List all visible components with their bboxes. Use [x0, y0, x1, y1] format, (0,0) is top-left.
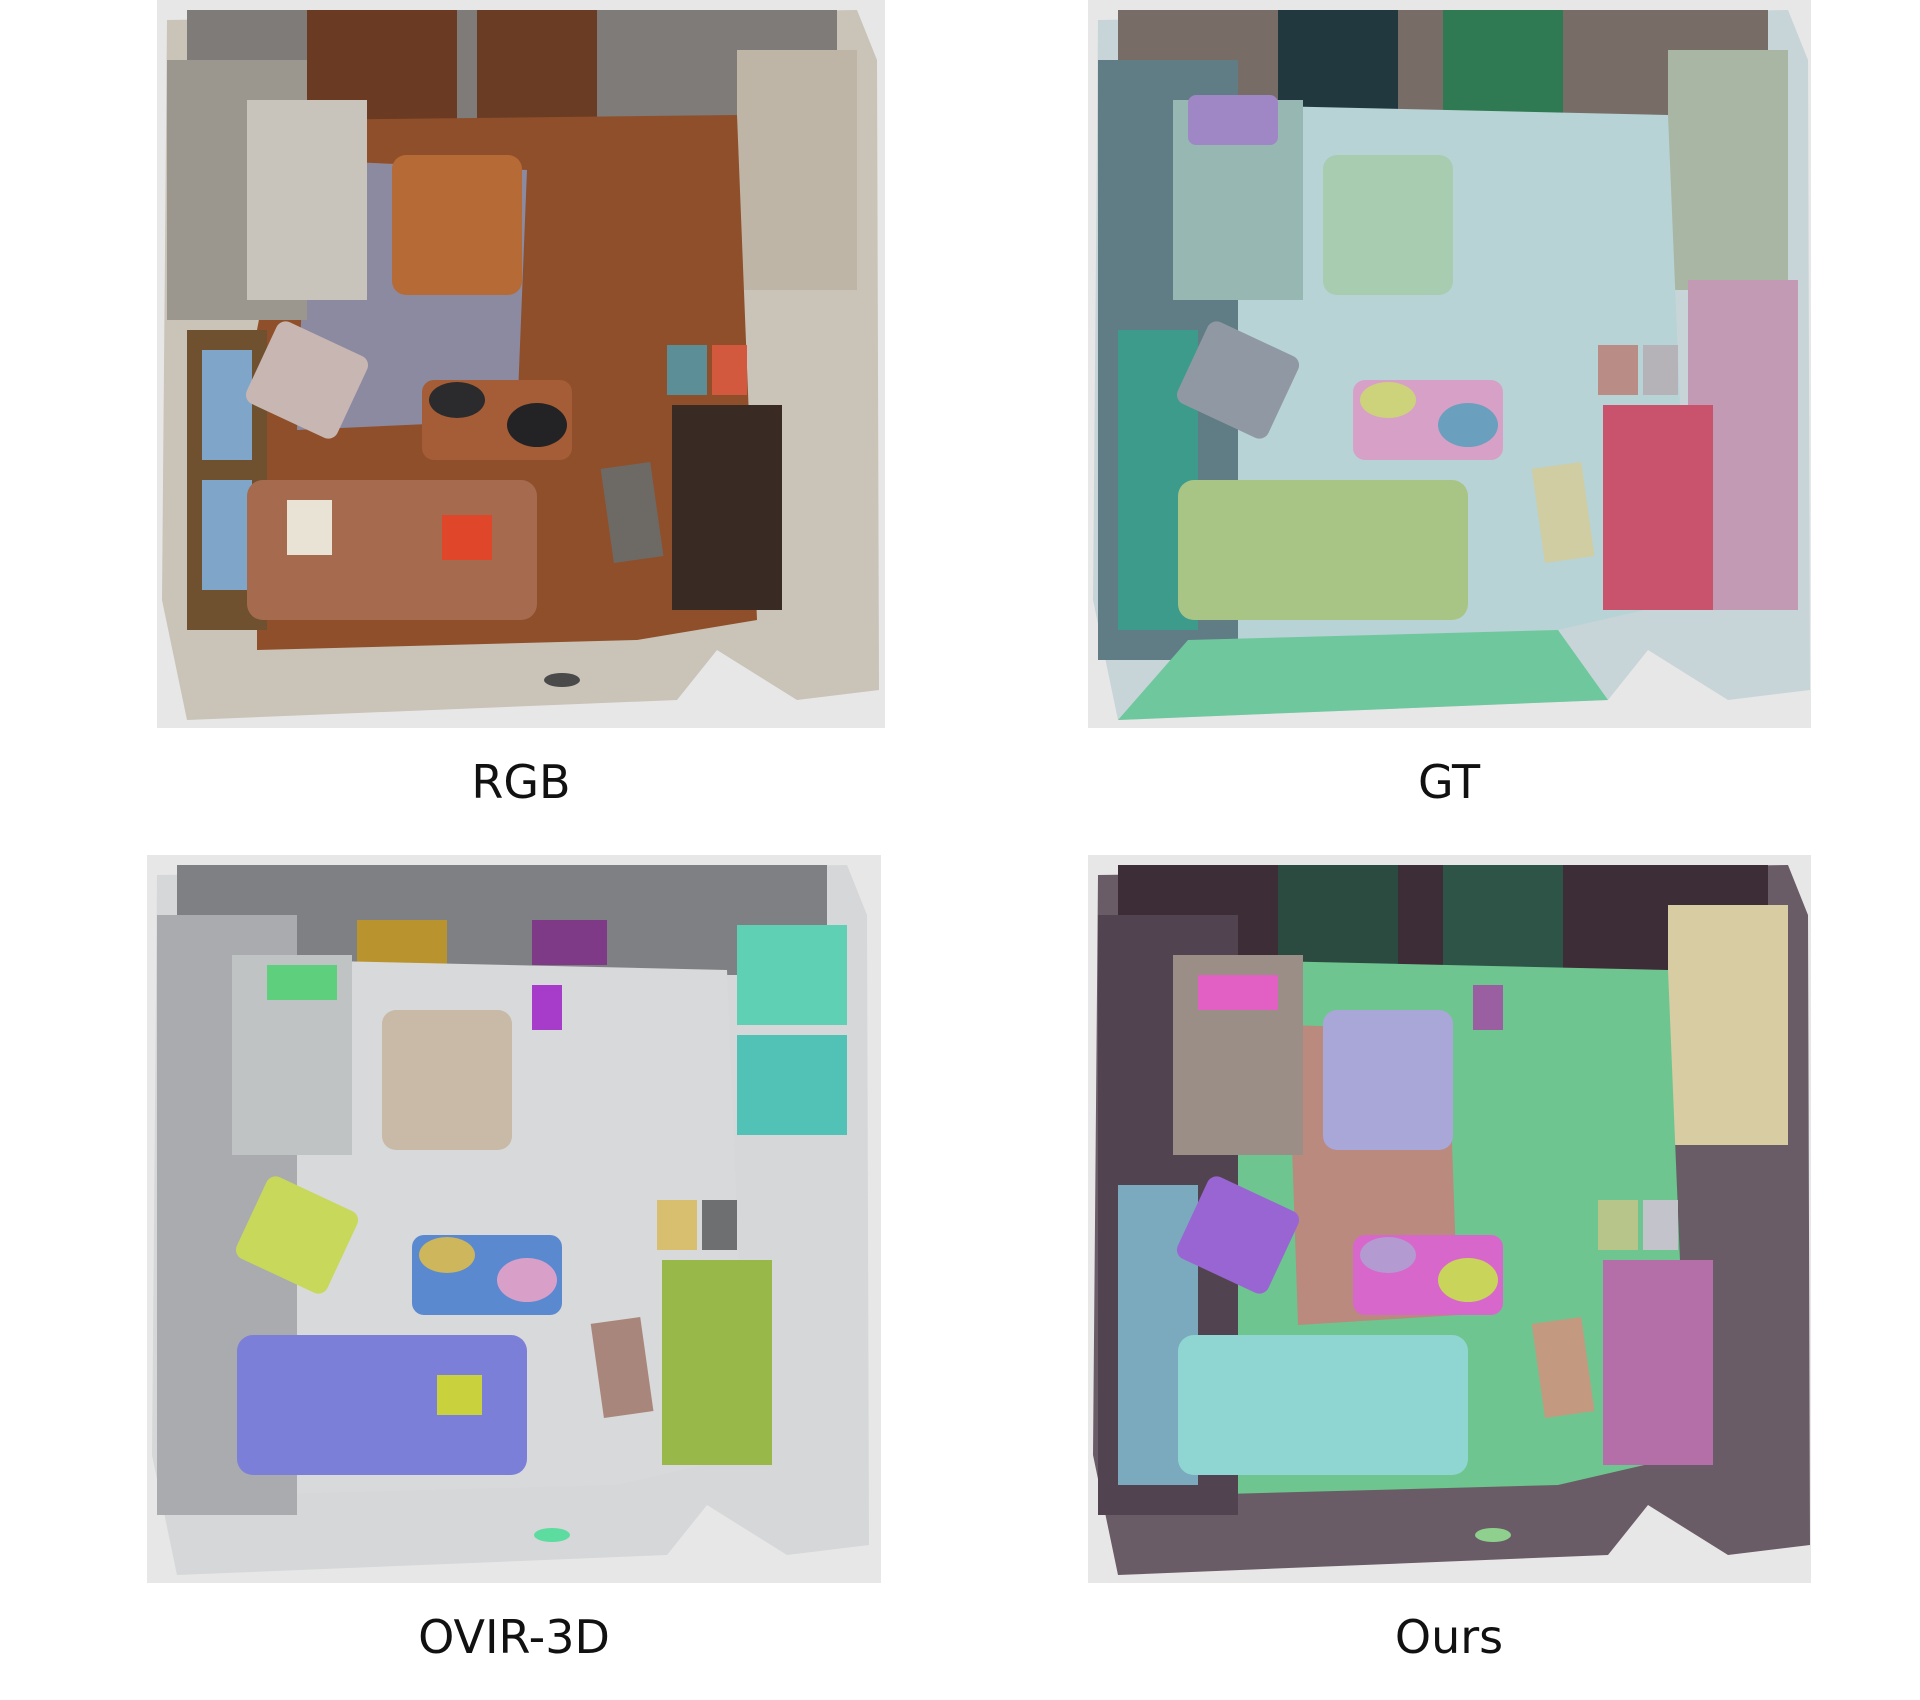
caption-ovir3d: OVIR-3D — [418, 1610, 610, 1664]
door-right — [477, 10, 597, 120]
desk — [247, 100, 367, 300]
ours-scene-image — [1088, 855, 1811, 1583]
bag — [1360, 382, 1416, 418]
floor-mat — [1531, 461, 1595, 564]
door-object-purple — [532, 920, 607, 965]
box-right — [702, 1200, 737, 1250]
red-object — [442, 515, 492, 560]
floor-mat — [590, 1316, 654, 1419]
large-sofa — [237, 1335, 527, 1475]
ovir3d-scene-image — [147, 855, 881, 1583]
piano — [1603, 1260, 1713, 1465]
large-sofa — [1178, 480, 1468, 620]
piano — [1603, 405, 1713, 610]
piano — [672, 405, 782, 610]
bag — [429, 382, 485, 418]
piano — [662, 1260, 772, 1465]
door-right — [1443, 10, 1563, 125]
floor-item — [534, 1528, 570, 1542]
box-teal — [667, 345, 707, 395]
floor-mat — [600, 461, 664, 564]
side-chair — [1176, 321, 1300, 439]
backpack — [1438, 1258, 1498, 1302]
left-window-bottom — [202, 480, 252, 590]
armchair — [1323, 1010, 1453, 1150]
bag — [1360, 1237, 1416, 1273]
box-orange — [712, 345, 747, 395]
box-right — [1643, 1200, 1678, 1250]
floor-mat — [1531, 1316, 1595, 1419]
armchair — [1323, 155, 1453, 295]
sofa-white-object — [287, 500, 332, 555]
floor-object-purple — [1473, 985, 1503, 1030]
floor-object-purple — [532, 985, 562, 1030]
caption-gt: GT — [1417, 755, 1481, 809]
backpack — [507, 403, 567, 447]
backpack — [497, 1258, 557, 1302]
large-sofa — [1178, 1335, 1468, 1475]
armchair — [382, 1010, 512, 1150]
sofa-object-yellow — [437, 1375, 482, 1415]
right-curtain — [1668, 905, 1788, 1145]
desk-object-green — [267, 965, 337, 1000]
curtain-top — [737, 925, 847, 1025]
box-left — [1598, 345, 1638, 395]
side-chair — [245, 321, 369, 439]
caption-ours: Ours — [1394, 1610, 1504, 1664]
desk-object-purple — [1188, 95, 1278, 145]
box-left — [1598, 1200, 1638, 1250]
floor-item — [544, 673, 580, 687]
side-chair — [1176, 1176, 1300, 1294]
door-right — [1443, 865, 1563, 980]
right-curtain — [1668, 50, 1788, 290]
left-window-top — [202, 350, 252, 460]
floor-item — [1475, 1528, 1511, 1542]
backpack — [1438, 403, 1498, 447]
caption-rgb: RGB — [471, 755, 571, 809]
desk-object-pink — [1198, 975, 1278, 1010]
gt-scene-image — [1088, 0, 1811, 728]
curtain-bottom — [737, 1035, 847, 1135]
rgb-scene-image — [157, 0, 885, 728]
box-left — [657, 1200, 697, 1250]
box-right — [1643, 345, 1678, 395]
side-chair — [235, 1176, 359, 1294]
right-curtain — [737, 50, 857, 290]
bag — [419, 1237, 475, 1273]
armchair — [392, 155, 522, 295]
floor-front — [1118, 630, 1608, 720]
